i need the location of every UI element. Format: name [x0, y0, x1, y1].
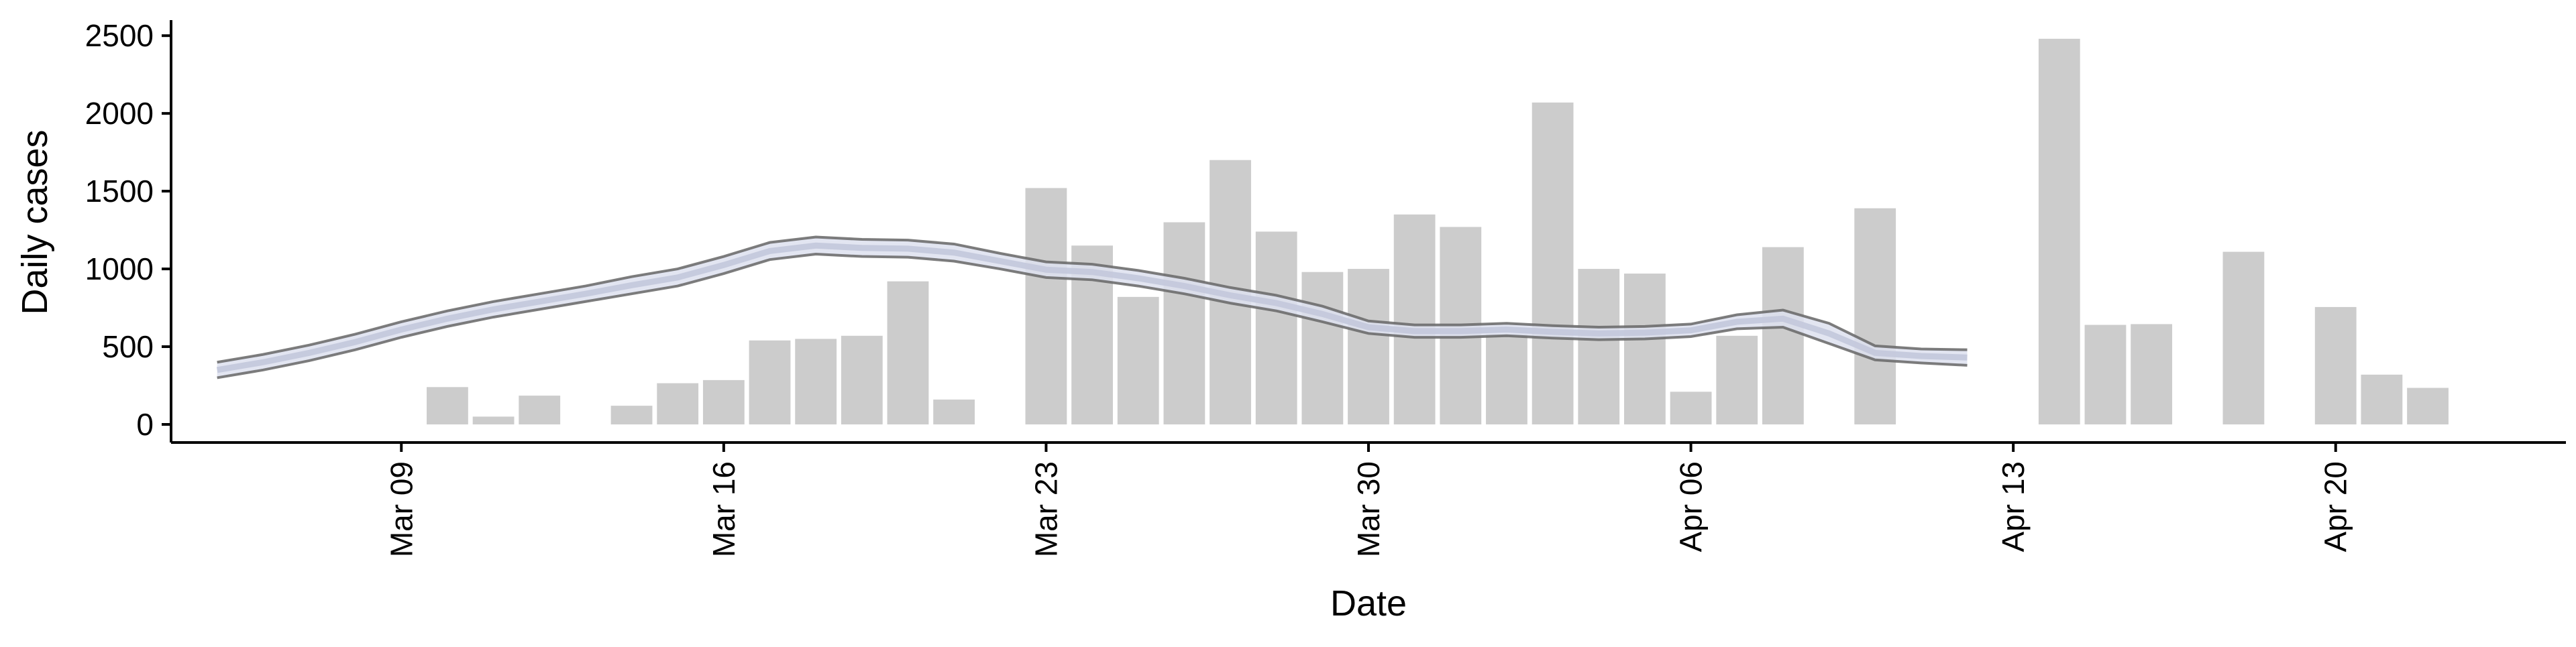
- y-tick-label-500: 500: [102, 329, 154, 364]
- bar-2020-04-20: [2314, 306, 2357, 424]
- bar-2020-03-25: [1117, 296, 1159, 424]
- bar-2020-04-10: [1854, 208, 1896, 424]
- x-tick-label-2020-04-13: Apr 13: [1996, 461, 2031, 552]
- bar-2020-04-21: [2361, 374, 2403, 424]
- y-tick-label-2000: 2000: [85, 96, 154, 131]
- bar-2020-03-18: [795, 339, 837, 424]
- x-tick-label-2020-03-30: Mar 30: [1351, 461, 1386, 557]
- bar-2020-03-26: [1163, 222, 1205, 424]
- bar-2020-04-03: [1532, 102, 1574, 424]
- bar-2020-03-23: [1025, 188, 1067, 424]
- x-tick-label-2020-03-16: Mar 16: [706, 461, 741, 557]
- bar-2020-03-19: [841, 335, 883, 424]
- bar-2020-03-11: [472, 416, 515, 424]
- bar-2020-04-02: [1486, 334, 1527, 424]
- bar-2020-04-14: [2038, 38, 2080, 425]
- bars-layer: [427, 38, 2449, 425]
- y-tick-label-1000: 1000: [85, 251, 154, 286]
- bar-2020-04-05: [1624, 274, 1666, 424]
- bar-2020-04-07: [1716, 335, 1758, 424]
- bar-2020-04-16: [2131, 324, 2173, 424]
- bar-2020-03-17: [749, 340, 791, 424]
- bar-2020-03-21: [933, 399, 975, 424]
- bar-2020-04-18: [2222, 251, 2265, 424]
- bar-2020-04-06: [1670, 392, 1712, 424]
- x-tick-label-2020-04-06: Apr 06: [1674, 461, 1709, 552]
- bar-2020-03-14: [610, 406, 653, 424]
- ticks-layer: 0 500 1000 1500 2000 2500 Mar 09 Mar 16 Mar 23 Ma…: [85, 18, 2353, 557]
- bar-2020-03-31: [1393, 214, 1436, 424]
- bar-2020-03-20: [887, 281, 929, 424]
- bar-2020-04-04: [1578, 269, 1620, 424]
- bar-2020-03-16: [702, 379, 745, 424]
- y-tick-label-1500: 1500: [85, 174, 154, 209]
- band-layer: [216, 235, 1968, 379]
- bar-2020-03-15: [657, 383, 699, 424]
- bar-2020-04-15: [2084, 325, 2127, 424]
- y-tick-label-0: 0: [136, 407, 154, 442]
- x-tick-label-2020-03-23: Mar 23: [1028, 461, 1063, 557]
- x-tick-label-2020-03-09: Mar 09: [384, 461, 419, 557]
- x-axis-title: Date: [1330, 583, 1407, 624]
- bar-2020-03-29: [1301, 272, 1344, 424]
- bar-2020-03-28: [1255, 231, 1297, 424]
- y-axis-title: Daily cases: [15, 129, 55, 314]
- estimate-upper-line: [217, 235, 1968, 364]
- bar-2020-04-08: [1762, 247, 1804, 424]
- bar-2020-03-10: [427, 387, 468, 424]
- y-tick-label-2500: 2500: [85, 18, 154, 53]
- bar-2020-04-22: [2407, 388, 2449, 424]
- x-tick-label-2020-04-20: Apr 20: [2318, 461, 2353, 552]
- estimate-lower-line: [217, 253, 1968, 379]
- estimate-median-line: [216, 242, 1968, 373]
- bar-2020-03-30: [1348, 269, 1389, 424]
- bar-2020-03-12: [519, 396, 561, 424]
